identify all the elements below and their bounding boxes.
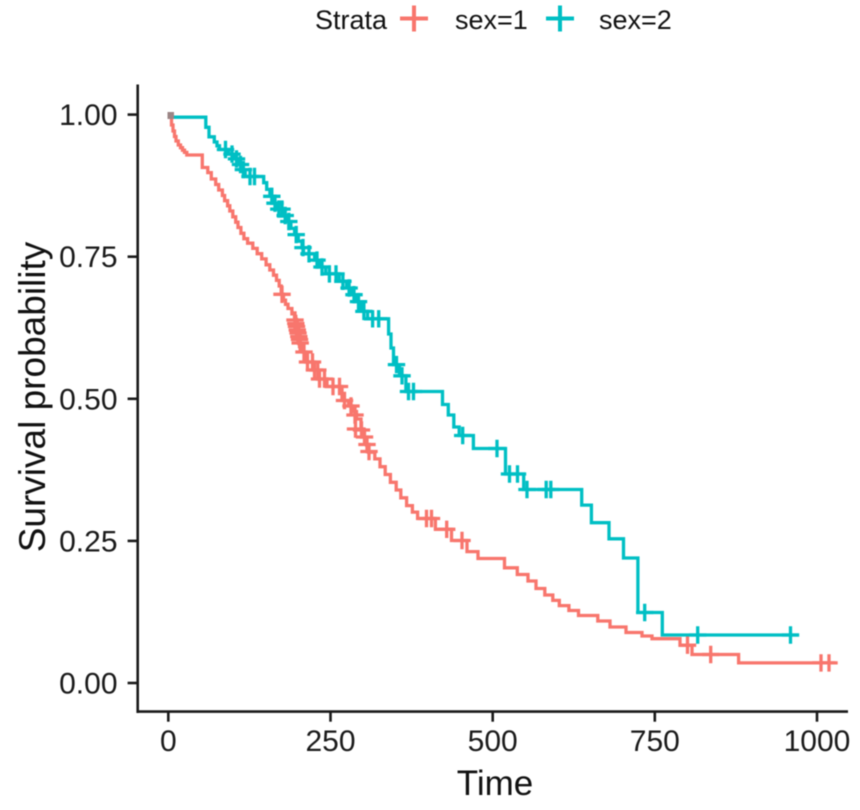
- svg-text:sex=2: sex=2: [599, 5, 672, 35]
- svg-text:0.50: 0.50: [59, 383, 117, 416]
- svg-text:1.00: 1.00: [59, 99, 117, 132]
- svg-text:0.75: 0.75: [59, 241, 117, 274]
- svg-text:Time: Time: [457, 764, 533, 803]
- svg-text:Strata: Strata: [315, 5, 388, 35]
- svg-text:1000: 1000: [784, 725, 851, 758]
- svg-text:0.00: 0.00: [59, 668, 117, 701]
- svg-text:0: 0: [160, 725, 177, 758]
- svg-text:sex=1: sex=1: [455, 5, 528, 35]
- svg-text:0.25: 0.25: [59, 525, 117, 558]
- svg-text:750: 750: [630, 725, 680, 758]
- svg-text:250: 250: [305, 725, 355, 758]
- svg-text:500: 500: [468, 725, 518, 758]
- svg-text:Survival probability: Survival probability: [12, 241, 53, 552]
